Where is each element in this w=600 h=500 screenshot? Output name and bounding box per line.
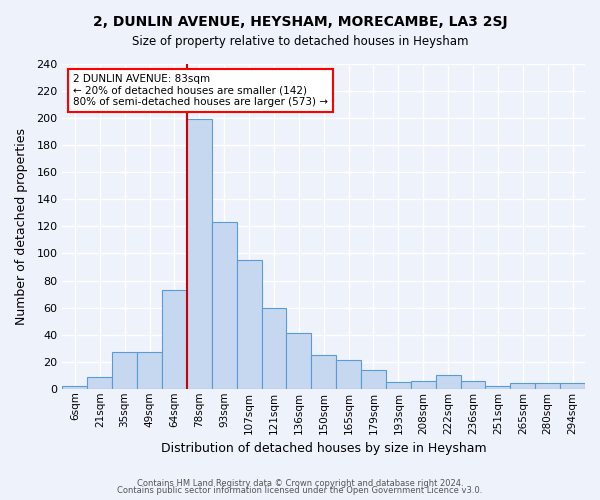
Bar: [262, 308, 286, 389]
Text: Contains public sector information licensed under the Open Government Licence v3: Contains public sector information licen…: [118, 486, 482, 495]
Bar: [560, 384, 585, 389]
Bar: [436, 375, 461, 389]
Bar: [311, 355, 336, 389]
Bar: [236, 260, 262, 389]
Bar: [286, 334, 311, 389]
X-axis label: Distribution of detached houses by size in Heysham: Distribution of detached houses by size …: [161, 442, 487, 455]
Text: Size of property relative to detached houses in Heysham: Size of property relative to detached ho…: [132, 35, 468, 48]
Text: 2 DUNLIN AVENUE: 83sqm
← 20% of detached houses are smaller (142)
80% of semi-de: 2 DUNLIN AVENUE: 83sqm ← 20% of detached…: [73, 74, 328, 107]
Bar: [485, 386, 511, 389]
Bar: [336, 360, 361, 389]
Bar: [187, 120, 212, 389]
Bar: [88, 376, 112, 389]
Bar: [511, 384, 535, 389]
Bar: [162, 290, 187, 389]
Bar: [112, 352, 137, 389]
Bar: [62, 386, 88, 389]
Text: 2, DUNLIN AVENUE, HEYSHAM, MORECAMBE, LA3 2SJ: 2, DUNLIN AVENUE, HEYSHAM, MORECAMBE, LA…: [92, 15, 508, 29]
Bar: [361, 370, 386, 389]
Y-axis label: Number of detached properties: Number of detached properties: [15, 128, 28, 325]
Bar: [535, 384, 560, 389]
Bar: [137, 352, 162, 389]
Text: Contains HM Land Registry data © Crown copyright and database right 2024.: Contains HM Land Registry data © Crown c…: [137, 478, 463, 488]
Bar: [461, 380, 485, 389]
Bar: [212, 222, 236, 389]
Bar: [411, 380, 436, 389]
Bar: [386, 382, 411, 389]
